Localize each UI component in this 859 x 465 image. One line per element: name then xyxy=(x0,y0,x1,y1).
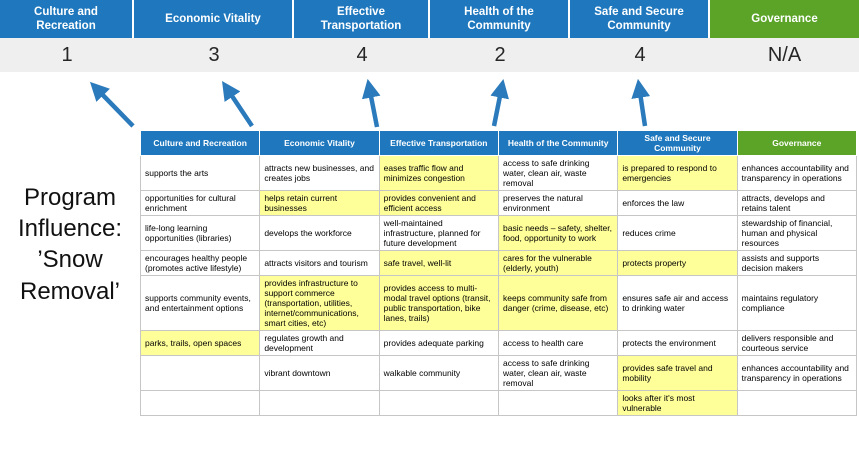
table-cell: access to safe drinking water, clean air… xyxy=(497,355,619,392)
table-cell: reduces crime xyxy=(617,215,738,252)
pillar-score-5: N/A xyxy=(767,43,802,66)
table-cell xyxy=(259,390,380,417)
pillar-header-3: Health of the Community xyxy=(430,0,570,38)
table-cell: attracts visitors and tourism xyxy=(259,250,380,277)
table-cell: keeps community safe from danger (crime,… xyxy=(497,275,619,332)
influence-table-body: supports the arts attracts new businesses… xyxy=(139,155,858,417)
table-cell: attracts, develops and retains talent xyxy=(736,190,858,217)
table-cell: encourages healthy people (promotes acti… xyxy=(139,250,261,277)
influence-arrow-1 xyxy=(89,81,135,128)
table-cell: eases traffic flow and minimizes congest… xyxy=(378,155,499,192)
table-cell: develops the workforce xyxy=(259,215,380,252)
table-cell: vibrant downtown xyxy=(259,355,380,392)
table-cell: assists and supports decision makers xyxy=(736,250,858,277)
table-cell: provides infrastructure to support comme… xyxy=(259,275,380,332)
table-cell: safe travel, well-lit xyxy=(378,250,499,277)
table-header-0: Culture and Recreation xyxy=(139,129,261,157)
pillar-header-2: Effective Transportation xyxy=(294,0,430,38)
table-cell: protects the environment xyxy=(617,330,738,357)
table-cell: delivers responsible and courteous servi… xyxy=(736,330,858,357)
table-cell: looks after it's most vulnerable xyxy=(617,390,738,417)
table-cell: access to health care xyxy=(497,330,619,357)
table-header-5: Governance xyxy=(736,129,858,157)
pillar-header-5: Governance xyxy=(710,0,859,38)
table-cell: well-maintained infrastructure, planned … xyxy=(378,215,499,252)
table-cell: supports the arts xyxy=(139,155,261,192)
pillar-header-0: Culture and Recreation xyxy=(0,0,134,38)
table-cell: helps retain current businesses xyxy=(259,190,380,217)
table-cell: provides safe travel and mobility xyxy=(617,355,738,392)
table-header-2: Effective Transportation xyxy=(378,129,499,157)
table-cell: access to safe drinking water, clean air… xyxy=(497,155,619,192)
influence-table: Culture and Recreation Economic Vitality E… xyxy=(139,129,858,417)
table-row-4: supports community events, and entertain… xyxy=(139,275,858,332)
influence-arrow-3 xyxy=(361,78,381,128)
score-arrows xyxy=(89,78,651,128)
table-header-1: Economic Vitality xyxy=(259,129,380,157)
table-cell: life-long learning opportunities (librar… xyxy=(139,215,261,252)
table-row-5: parks, trails, open spaces regulates grow… xyxy=(139,330,858,357)
influence-table-head-row: Culture and Recreation Economic Vitality E… xyxy=(139,129,858,157)
pillar-header-row: Culture and Recreation Economic Vitality E… xyxy=(0,0,859,38)
pillar-score-1: 3 xyxy=(208,43,220,66)
table-cell: regulates growth and development xyxy=(259,330,380,357)
table-header-4: Safe and Secure Community xyxy=(617,129,738,157)
pillar-score-2: 4 xyxy=(356,43,368,66)
score-row: 1 3 4 2 4 N/A xyxy=(0,38,859,72)
table-cell: provides access to multi-modal travel op… xyxy=(378,275,499,332)
table-cell xyxy=(139,390,261,417)
table-cell: ensures safe air and access to drinking … xyxy=(617,275,738,332)
table-row-7: looks after it's most vulnerable xyxy=(139,390,858,417)
influence-arrow-2 xyxy=(222,81,254,128)
pillar-score-3: 2 xyxy=(494,43,506,66)
table-cell: cares for the vulnerable (elderly, youth… xyxy=(497,250,619,277)
program-influence-title: Program Influence: ’Snow Removal’ xyxy=(17,184,123,305)
pillar-header-1: Economic Vitality xyxy=(134,0,294,38)
table-row-2: life-long learning opportunities (librar… xyxy=(139,215,858,252)
table-row-0: supports the arts attracts new businesses… xyxy=(139,155,858,192)
table-cell: protects property xyxy=(617,250,738,277)
table-cell: provides adequate parking xyxy=(378,330,499,357)
table-cell: enhances accountability and transparency… xyxy=(736,155,858,192)
table-cell: preserves the natural environment xyxy=(497,190,619,217)
table-cell xyxy=(139,355,261,392)
table-cell xyxy=(378,390,499,417)
table-cell: supports community events, and entertain… xyxy=(139,275,261,332)
pillar-score-0: 1 xyxy=(61,43,73,66)
pillar-header-4: Safe and Secure Community xyxy=(570,0,710,38)
table-cell xyxy=(736,390,858,417)
table-row-6: vibrant downtown walkable community access… xyxy=(139,355,858,392)
table-row-1: opportunities for cultural enrichment hel… xyxy=(139,190,858,217)
table-cell: walkable community xyxy=(378,355,499,392)
table-cell: parks, trails, open spaces xyxy=(139,330,261,357)
table-cell: is prepared to respond to emergencies xyxy=(617,155,738,192)
table-cell: enforces the law xyxy=(617,190,738,217)
table-cell xyxy=(497,390,619,417)
table-cell: stewardship of financial, human and phys… xyxy=(736,215,858,252)
table-cell: provides convenient and efficient access xyxy=(378,190,499,217)
table-cell: attracts new businesses, and creates job… xyxy=(259,155,380,192)
table-cell: enhances accountability and transparency… xyxy=(736,355,858,392)
table-cell: maintains regulatory compliance xyxy=(736,275,858,332)
table-cell: basic needs – safety, shelter, food, opp… xyxy=(497,215,619,252)
influence-arrow-4 xyxy=(490,78,509,127)
table-header-3: Health of the Community xyxy=(497,129,619,157)
table-row-3: encourages healthy people (promotes acti… xyxy=(139,250,858,277)
pillar-score-4: 4 xyxy=(634,43,646,66)
table-cell: opportunities for cultural enrichment xyxy=(139,190,261,217)
influence-arrow-5 xyxy=(631,78,651,127)
